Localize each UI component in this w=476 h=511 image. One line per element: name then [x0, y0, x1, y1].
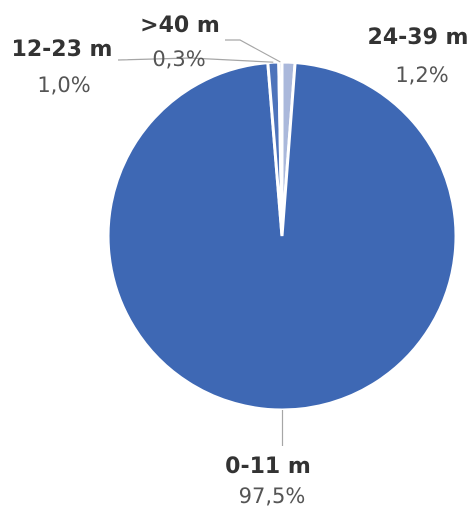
- label-group-over-40: >40 m 0,3%: [140, 13, 220, 71]
- label-group-12-23: 12-23 m 1,0%: [12, 37, 113, 97]
- slice-value-12-23: 1,0%: [37, 73, 90, 97]
- slice-label-over-40: >40 m: [140, 13, 220, 38]
- slice-value-0-11: 97,5%: [239, 484, 306, 507]
- slice-label-24-39: 24-39 m: [368, 25, 469, 50]
- slice-value-over-40: 0,3%: [152, 47, 205, 71]
- slice-value-24-39: 1,2%: [395, 63, 448, 87]
- slice-label-12-23: 12-23 m: [12, 37, 113, 62]
- slice-label-0-11: 0-11 m: [225, 454, 311, 479]
- label-group-24-39: 24-39 m 1,2%: [368, 25, 469, 87]
- leader-line-over-40: [225, 39, 281, 63]
- label-group-0-11: 0-11 m 97,5%: [225, 454, 311, 508]
- pie-slice-0-11: [106, 60, 458, 412]
- leader-lines: [117, 39, 284, 446]
- pie-slices: [106, 60, 458, 412]
- leader-line-12-23: [117, 57, 274, 63]
